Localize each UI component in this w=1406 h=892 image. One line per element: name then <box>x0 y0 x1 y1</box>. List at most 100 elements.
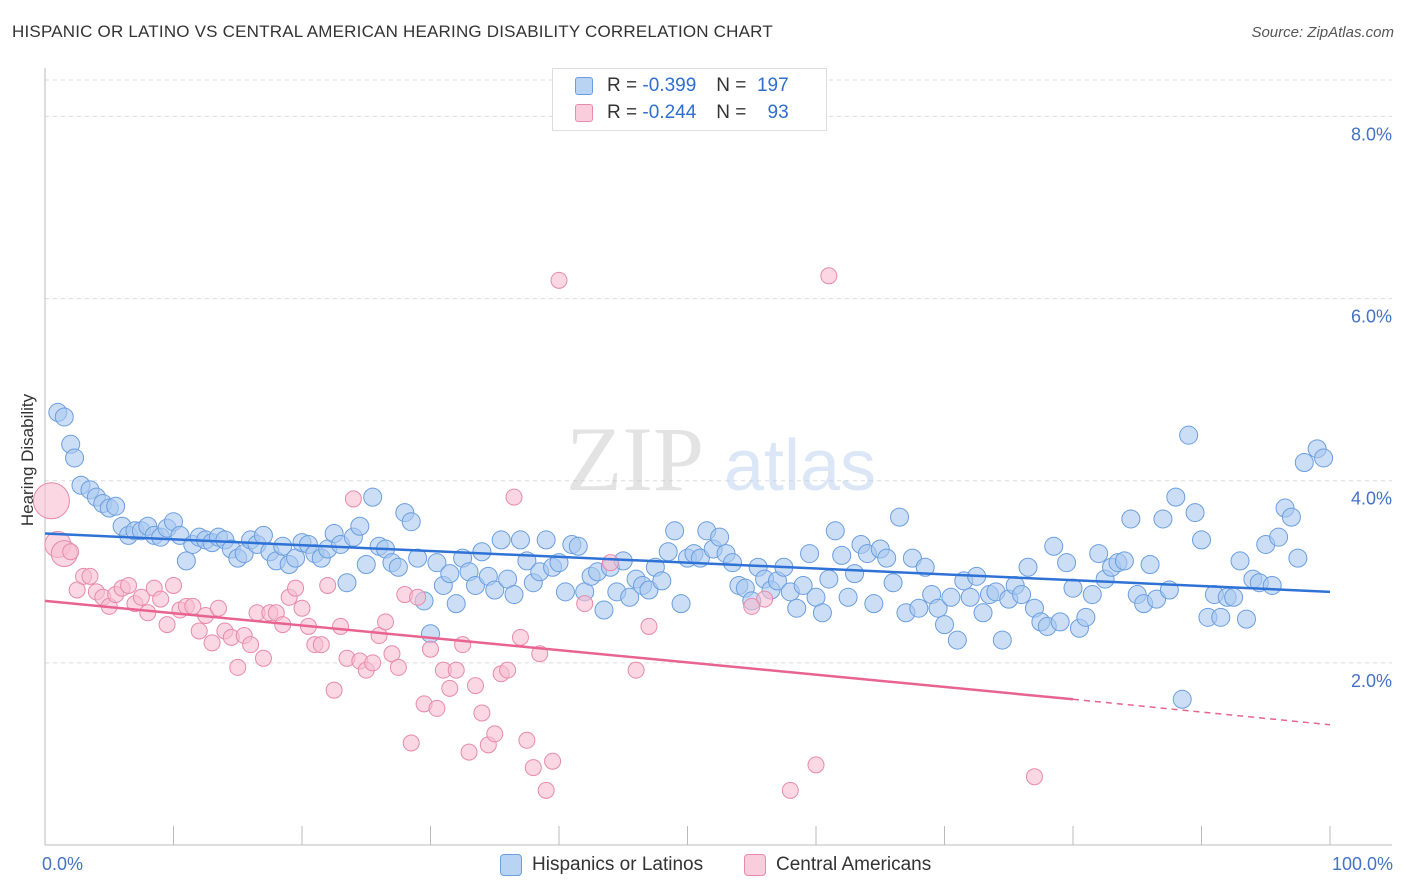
legend-r-label: R = <box>607 102 638 123</box>
data-point-hispanics <box>1230 551 1250 571</box>
data-point-hispanics <box>902 548 922 568</box>
data-point-hispanics <box>825 521 845 541</box>
x-tick-label-right: 100.0% <box>1332 854 1393 874</box>
data-point-hispanics <box>845 564 865 584</box>
data-point-hispanics <box>832 545 852 565</box>
bottom-legend-swatch-pink <box>744 854 766 876</box>
data-point-central-americans <box>409 588 427 606</box>
data-point-central-americans <box>486 725 504 743</box>
data-point-hispanics <box>1288 548 1308 568</box>
data-point-hispanics <box>800 544 820 564</box>
data-point-central-americans <box>209 599 227 617</box>
data-point-central-americans <box>152 590 170 608</box>
legend-row-hispanics: R = -0.399 N = 197 <box>575 74 789 98</box>
data-point-hispanics <box>388 557 408 577</box>
trend-line-hispanics <box>44 532 1331 594</box>
data-point-central-americans <box>377 613 395 631</box>
data-point-hispanics <box>1294 453 1314 472</box>
data-point-central-americans <box>293 599 311 617</box>
data-point-hispanics <box>665 521 685 541</box>
data-point-hispanics <box>652 571 672 591</box>
data-point-central-americans <box>499 661 517 679</box>
data-point-hispanics <box>883 573 903 593</box>
data-point-central-americans <box>756 590 774 608</box>
watermark-zip: ZIP <box>566 408 704 510</box>
data-point-central-americans <box>139 604 157 622</box>
data-point-hispanics <box>620 587 640 607</box>
data-point-central-americans <box>447 661 465 679</box>
watermark: ZIP atlas <box>566 408 876 510</box>
data-point-central-americans <box>68 581 86 599</box>
data-point-central-americans <box>229 658 247 676</box>
data-point-hispanics <box>1140 555 1160 574</box>
data-point-hispanics <box>658 542 678 562</box>
data-point-central-americans <box>627 661 645 679</box>
data-point-central-americans <box>537 781 555 799</box>
bottom-legend-label: Central Americans <box>776 854 932 875</box>
data-point-central-americans <box>364 654 382 672</box>
data-point-hispanics <box>356 555 376 574</box>
data-point-hispanics <box>1224 587 1244 607</box>
legend-row-central-americans: R = -0.244 N = 93 <box>575 101 789 125</box>
data-point-hispanics <box>710 527 730 547</box>
source-label: Source: ZipAtlas.com <box>1251 24 1394 41</box>
data-point-hispanics <box>65 448 85 468</box>
data-point-central-americans <box>254 649 272 667</box>
data-point-hispanics <box>1114 551 1134 571</box>
data-point-central-americans <box>32 482 70 520</box>
legend-n-value: 197 <box>756 75 789 96</box>
data-point-hispanics <box>722 553 742 573</box>
data-point-central-americans <box>242 636 260 654</box>
bottom-legend-swatch-blue <box>500 854 522 876</box>
data-point-hispanics <box>465 575 485 595</box>
data-point-central-americans <box>544 752 562 770</box>
data-point-hispanics <box>1089 544 1109 564</box>
data-point-hispanics <box>793 575 813 595</box>
y-tick-label: 4.0% <box>1351 489 1392 509</box>
data-point-hispanics <box>1269 527 1289 547</box>
data-point-hispanics <box>440 564 460 584</box>
data-point-hispanics <box>1211 607 1231 627</box>
data-point-hispanics <box>1185 503 1205 523</box>
data-point-central-americans <box>743 597 761 615</box>
data-point-central-americans <box>511 628 529 646</box>
data-point-hispanics <box>504 585 524 605</box>
data-point-central-americans <box>81 567 99 585</box>
data-point-central-americans <box>319 576 337 594</box>
data-point-central-americans <box>473 704 491 722</box>
data-point-central-americans <box>428 699 446 717</box>
data-point-hispanics <box>864 594 884 614</box>
legend-n-label: N = <box>716 75 747 96</box>
data-point-hispanics <box>408 548 428 568</box>
data-point-hispanics <box>555 582 575 602</box>
data-point-hispanics <box>1262 575 1282 595</box>
data-point-central-americans <box>640 617 658 635</box>
legend-r-value: -0.399 <box>642 75 697 96</box>
trend-line-central-americans <box>44 599 1074 701</box>
data-point-hispanics <box>1192 530 1211 550</box>
data-point-hispanics <box>273 536 293 556</box>
legend-swatch-pink <box>575 104 593 122</box>
data-point-hispanics <box>1076 607 1096 627</box>
trend-lines <box>44 532 1331 726</box>
data-point-hispanics <box>568 536 588 556</box>
data-point-hispanics <box>909 598 929 618</box>
data-point-hispanics <box>472 542 492 562</box>
data-point-central-americans <box>820 267 838 285</box>
y-tick-label: 6.0% <box>1351 307 1392 327</box>
data-point-central-americans <box>332 617 350 635</box>
chart-title: HISPANIC OR LATINO VS CENTRAL AMERICAN H… <box>12 22 773 41</box>
data-point-central-americans <box>132 588 150 606</box>
data-point-central-americans <box>466 677 484 695</box>
legend-n-label: N = <box>716 102 747 123</box>
data-point-central-americans <box>601 554 619 572</box>
data-point-hispanics <box>1281 507 1301 527</box>
data-point-hispanics <box>1179 425 1199 445</box>
data-point-central-americans <box>576 595 594 613</box>
data-point-hispanics <box>671 594 691 614</box>
data-point-hispanics <box>1018 557 1038 577</box>
data-point-hispanics <box>1147 589 1167 609</box>
data-point-hispanics <box>838 587 858 607</box>
